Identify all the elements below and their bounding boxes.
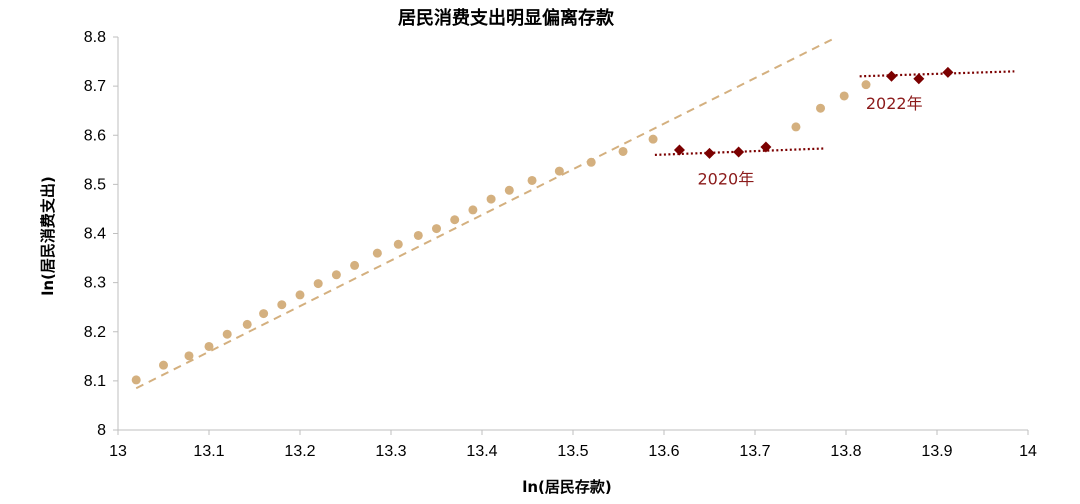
y-tick-label: 8.6 [84, 127, 106, 144]
data-point-circle [450, 215, 460, 225]
data-point-circle [242, 319, 252, 329]
x-tick-label: 13.2 [284, 443, 315, 460]
x-tick-label: 13.4 [466, 443, 497, 460]
data-point-circle [486, 194, 496, 204]
data-point-circle [184, 351, 194, 361]
x-tick-label: 13.7 [739, 443, 770, 460]
y-tick-label: 8.8 [84, 29, 106, 46]
x-tick-label: 13.1 [193, 443, 224, 460]
y-tick-label: 8.2 [84, 324, 106, 341]
chart-title: 居民消费支出明显偏离存款 [398, 7, 615, 29]
data-point-diamond [733, 146, 745, 158]
data-point-circle [393, 239, 403, 249]
y-tick-label: 8.4 [84, 226, 106, 243]
data-point-diamond [760, 141, 772, 153]
data-point-circle [313, 279, 323, 289]
x-tick-label: 13 [109, 443, 127, 460]
y-tick-label: 8 [97, 422, 106, 439]
data-point-circle [159, 360, 168, 370]
data-point-circle [791, 122, 801, 132]
x-tick-label: 13.8 [830, 443, 861, 460]
data-point-circle [554, 166, 564, 176]
data-point-circle [350, 260, 360, 270]
x-axis-label: ln(居民存款) [522, 478, 612, 496]
data-point-circle [527, 175, 537, 185]
data-point-diamond [913, 73, 925, 85]
x-tick-label: 13.3 [375, 443, 406, 460]
y-axis-label: ln(居民消费支出) [39, 176, 57, 296]
data-point-circle [839, 91, 849, 101]
x-tick-label: 13.9 [921, 443, 952, 460]
annotation-label: 2022年 [866, 94, 923, 113]
data-point-circle [413, 230, 423, 240]
x-tick-label: 14 [1019, 443, 1037, 460]
y-tick-label: 8.7 [84, 78, 106, 95]
data-point-circle [131, 375, 141, 385]
x-tick-label: 13.6 [648, 443, 679, 460]
plot-area: 8 8.1 8.2 8.3 8.4 8.5 8.6 8.7 8.8 13 13.1 13.2 13.3 1… [84, 29, 1037, 460]
trendline-dotted-1 [654, 147, 824, 156]
data-point-circle [618, 146, 628, 156]
y-tick-label: 8.5 [84, 176, 106, 193]
y-tick-label: 8.1 [84, 373, 106, 390]
data-point-circle [204, 341, 214, 351]
annotation-label: 2020年 [698, 169, 755, 188]
data-point-diamond [704, 147, 715, 159]
y-tick-label: 8.3 [84, 275, 106, 292]
data-point-diamond [942, 66, 954, 78]
data-point-circle [861, 80, 871, 90]
data-point-circle [222, 329, 232, 339]
trendline-dashed-0 [135, 36, 838, 390]
data-point-circle [504, 185, 514, 195]
data-point-circle [372, 248, 382, 258]
data-point-diamond [886, 70, 897, 82]
data-point-circle [586, 157, 596, 167]
data-point-circle [295, 290, 305, 300]
data-point-circle [432, 224, 441, 234]
data-point-circle [648, 134, 658, 144]
trendline-dotted-2 [859, 70, 1015, 78]
data-point-circle [816, 103, 826, 113]
data-point-circle [259, 309, 269, 319]
data-point-diamond [673, 144, 685, 156]
x-tick-label: 13.5 [557, 443, 588, 460]
data-point-circle [331, 270, 341, 280]
data-point-circle [468, 205, 478, 215]
data-point-circle [277, 300, 287, 310]
